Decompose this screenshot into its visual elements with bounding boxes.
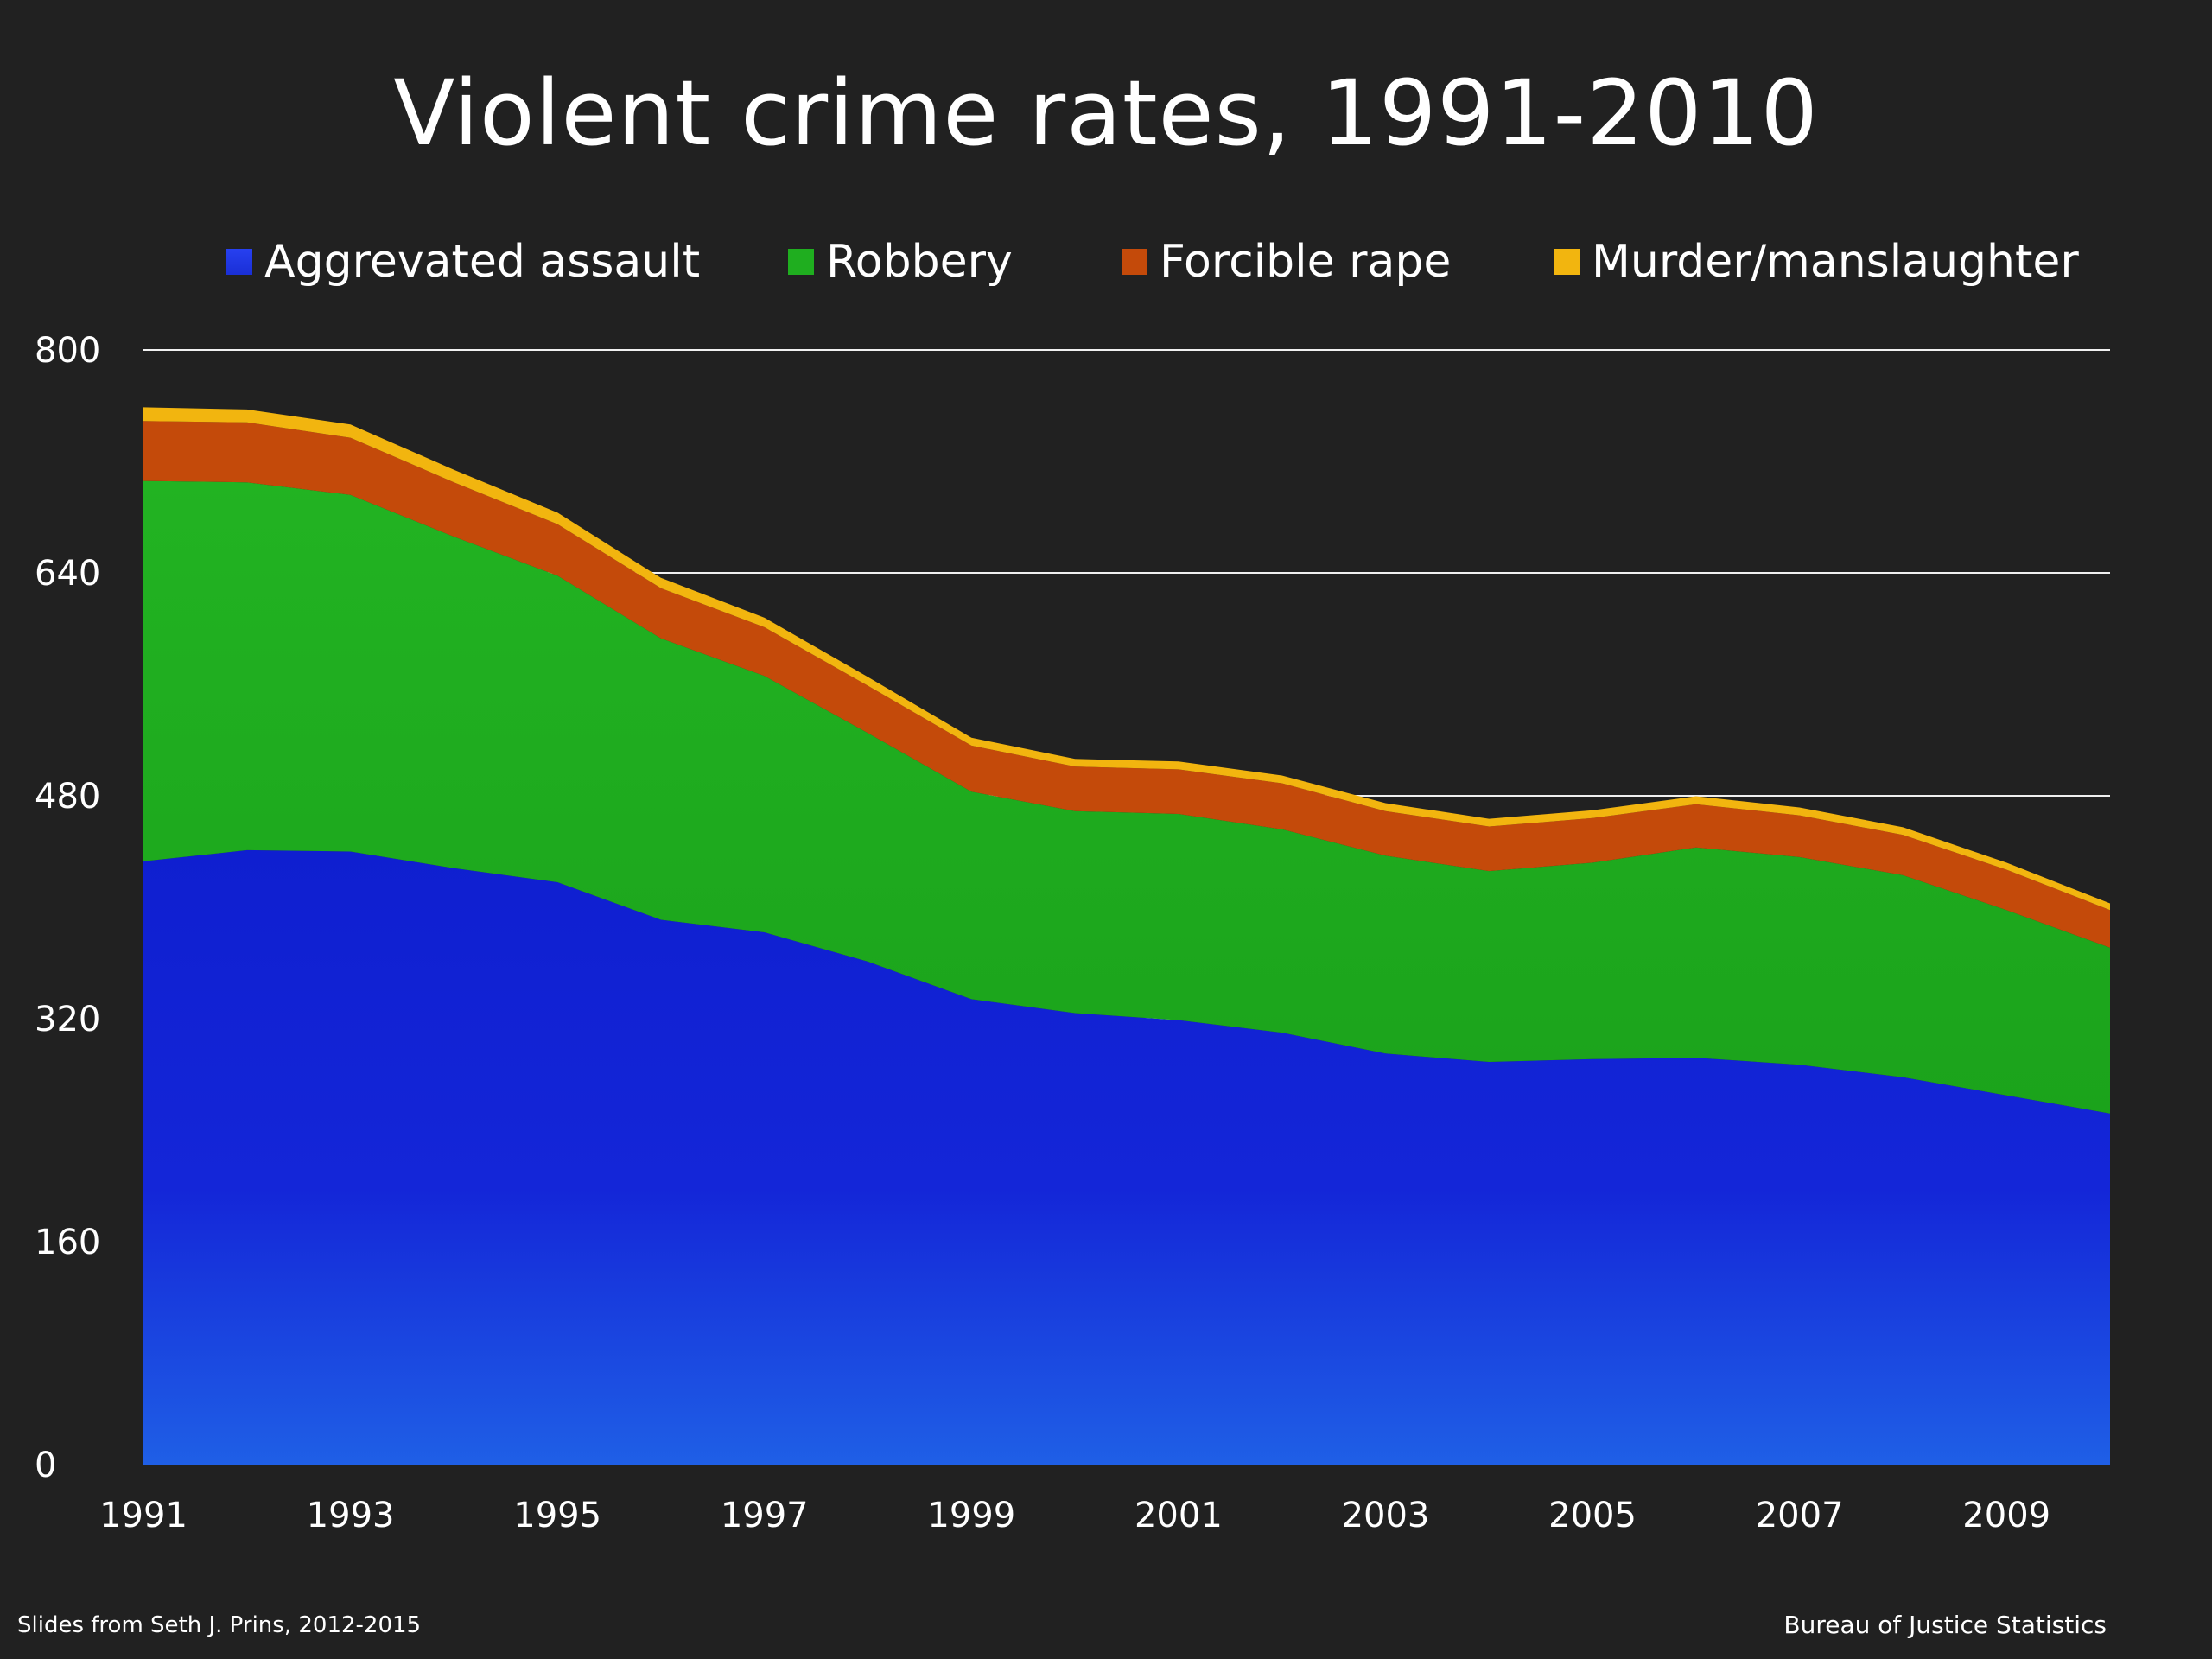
y-tick-label: 320 [35, 1000, 100, 1039]
legend-label-aggrevated-assault: Aggrevated assault [264, 236, 701, 288]
x-tick-label: 2005 [1548, 1496, 1637, 1535]
y-tick-label: 640 [35, 554, 100, 594]
area-robbery [143, 480, 2110, 1114]
x-tick-label: 2003 [1342, 1496, 1430, 1535]
footer-source: Bureau of Justice Statistics [1783, 1611, 2107, 1639]
legend-swatch-murder-manslaughter [1554, 249, 1580, 275]
y-tick-label: 480 [35, 777, 100, 817]
x-tick-label: 1999 [927, 1496, 1015, 1535]
area-forcible-rape [143, 421, 2110, 948]
area-aggrevated-assault [143, 849, 2110, 1465]
x-tick-label: 2009 [1962, 1496, 2050, 1535]
legend-item-aggrevated-assault: Aggrevated assault [226, 232, 700, 292]
x-axis-ticks: 1991 1993 1995 1997 1999 2001 2003 2005 2007 2009 [99, 1496, 2050, 1535]
x-tick-label: 2007 [1756, 1496, 1844, 1535]
footer-credit: Slides from Seth J. Prins, 2012-2015 [17, 1612, 422, 1638]
legend-label-forcible-rape: Forcible rape [1160, 236, 1452, 288]
x-tick-label: 1993 [307, 1496, 395, 1535]
legend-label-murder-manslaughter: Murder/manslaughter [1592, 236, 2079, 288]
y-tick-label: 0 [35, 1446, 56, 1485]
legend-item-robbery: Robbery [788, 232, 1013, 292]
y-axis-ticks: 0 160 320 480 640 800 [35, 331, 100, 1485]
legend-item-murder-manslaughter: Murder/manslaughter [1554, 232, 2079, 292]
x-tick-label: 2001 [1135, 1496, 1223, 1535]
legend-swatch-aggrevated-assault [226, 249, 252, 275]
x-tick-label: 1991 [99, 1496, 188, 1535]
x-tick-label: 1995 [513, 1496, 601, 1535]
legend-label-robbery: Robbery [826, 236, 1013, 288]
legend-swatch-forcible-rape [1122, 249, 1147, 275]
chart-title: Violent crime rates, 1991-2010 [393, 60, 1819, 166]
legend-item-forcible-rape: Forcible rape [1122, 232, 1451, 292]
areas [143, 407, 2110, 1465]
y-tick-label: 160 [35, 1223, 100, 1262]
legend: Aggrevated assault Robbery Forcible rape… [0, 232, 2212, 292]
x-tick-label: 1997 [721, 1496, 809, 1535]
legend-swatch-robbery [788, 249, 814, 275]
y-tick-label: 800 [35, 331, 100, 371]
